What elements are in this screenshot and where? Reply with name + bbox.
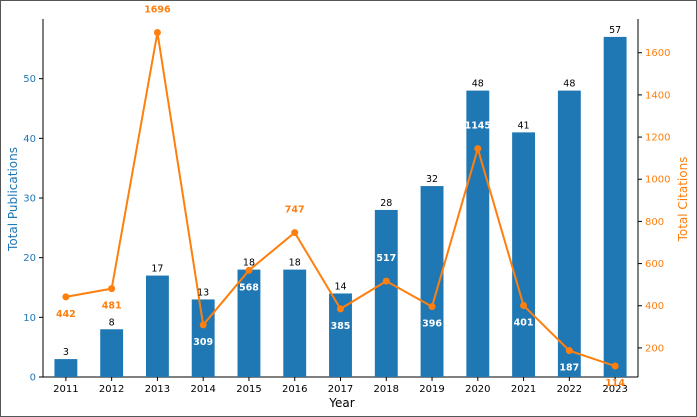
x-tick-label: 2019	[419, 384, 444, 395]
citation-value-label: 309	[193, 337, 213, 348]
bar	[329, 293, 352, 377]
citation-point	[337, 305, 344, 313]
x-tick-label: 2013	[145, 384, 170, 395]
y-right-tick-label: 600	[645, 259, 664, 270]
bar-value-label: 13	[197, 287, 209, 298]
x-axis-title: Year	[328, 396, 354, 410]
y-right-tick-label: 1600	[645, 48, 670, 59]
citation-value-label: 396	[422, 319, 442, 330]
y-right-tick-label: 1200	[645, 133, 670, 144]
bar	[603, 36, 627, 378]
y-left-tick-label: 20	[23, 253, 36, 264]
y-left-tick-label: 50	[23, 74, 36, 85]
bar-value-label: 18	[243, 258, 255, 269]
bar-value-label: 18	[289, 258, 301, 269]
citation-value-label: 517	[376, 253, 396, 264]
x-tick-label: 2020	[465, 384, 490, 395]
bar-value-label: 3	[63, 347, 69, 358]
data-labels: 3 8 17 13 18 18 14 28 32 48 41 48 57 442 481 1696 309 568…	[56, 4, 625, 389]
citation-value-label: 114	[605, 378, 625, 389]
axes: 0 10 20 30 40 50 200 400 600 800 1000 1200 1400 1600 2…	[23, 19, 670, 395]
citation-value-label: 568	[239, 282, 259, 293]
bar-value-label: 17	[151, 264, 163, 275]
y-right-tick-label: 200	[645, 343, 664, 354]
bar	[466, 90, 490, 377]
citation-value-label: 1696	[144, 4, 171, 15]
x-tick-label: 2014	[190, 384, 215, 395]
x-tick-label: 2016	[282, 384, 307, 395]
x-tick-label: 2021	[511, 384, 536, 395]
bar	[374, 209, 398, 377]
citation-value-label: 401	[514, 318, 534, 329]
bar-value-label: 32	[426, 174, 438, 185]
y-left-tick-label: 30	[23, 194, 36, 205]
y-right-tick-label: 800	[645, 217, 664, 228]
x-tick-label: 2011	[53, 384, 78, 395]
citation-point	[611, 362, 619, 370]
bar	[420, 186, 444, 377]
y-axis-left-title: Total Publications	[6, 147, 20, 252]
bar-value-label: 57	[609, 25, 621, 36]
citation-point	[474, 145, 482, 153]
bar-value-label: 14	[334, 281, 346, 292]
citation-line	[62, 28, 619, 370]
citation-point	[199, 321, 207, 329]
citation-value-label: 385	[331, 321, 351, 332]
bar-value-label: 28	[380, 198, 392, 209]
citation-point	[62, 293, 70, 301]
y-right-tick-label: 400	[645, 301, 664, 312]
bar-value-label: 48	[472, 79, 484, 90]
citation-point	[520, 302, 528, 310]
x-tick-label: 2012	[99, 384, 124, 395]
citation-point	[382, 277, 390, 285]
citation-value-label: 481	[102, 301, 122, 312]
bar	[54, 359, 78, 377]
bar-value-label: 48	[563, 79, 575, 90]
bar	[145, 275, 169, 377]
y-left-tick-label: 40	[23, 134, 36, 145]
x-tick-label: 2017	[328, 384, 353, 395]
bar	[100, 329, 124, 377]
y-axis-right-title: Total Citations	[676, 157, 690, 243]
bar	[557, 90, 581, 377]
bar	[512, 132, 536, 377]
y-left-tick-label: 0	[30, 373, 36, 384]
citation-point	[291, 229, 299, 237]
citation-point	[153, 28, 161, 36]
citation-point	[565, 347, 573, 355]
bar-value-label: 8	[109, 317, 115, 328]
y-left-tick-label: 10	[23, 313, 36, 324]
x-tick-label: 2023	[602, 384, 627, 395]
citation-value-label: 1145	[465, 121, 491, 132]
citation-point	[108, 285, 116, 293]
y-right-tick-label: 1400	[645, 90, 670, 101]
citation-point	[428, 303, 436, 311]
x-tick-label: 2022	[557, 384, 582, 395]
bar	[283, 269, 307, 377]
y-right-tick-label: 1000	[645, 175, 670, 186]
bar-value-label: 41	[518, 120, 530, 131]
citation-value-label: 442	[56, 309, 76, 320]
x-tick-label: 2015	[236, 384, 261, 395]
citation-value-label: 747	[285, 205, 305, 216]
citation-value-label: 187	[559, 363, 579, 374]
x-tick-label: 2018	[374, 384, 399, 395]
bar	[237, 269, 261, 377]
citation-point	[245, 266, 253, 274]
